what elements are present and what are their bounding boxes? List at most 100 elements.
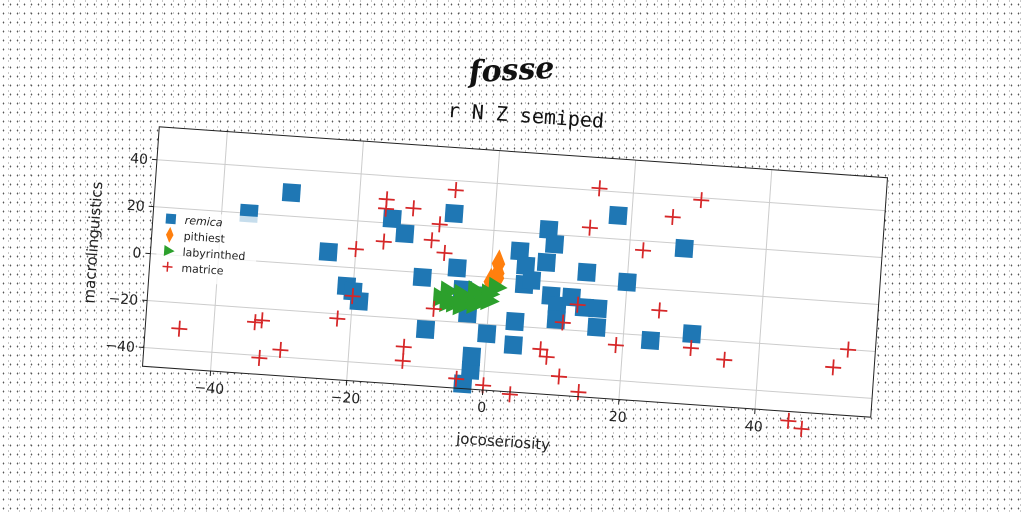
y-gridline (150, 253, 879, 306)
point-remica (461, 346, 482, 366)
point-matrice (347, 241, 364, 258)
point-matrice (253, 312, 271, 329)
point-remica (510, 241, 530, 261)
point-remica (318, 242, 338, 262)
point-labyrinthed (466, 294, 486, 314)
x-gridline (754, 169, 773, 410)
y-tick-label: −20 (108, 291, 139, 309)
point-matrice (448, 370, 465, 387)
point-remica (521, 270, 542, 290)
point-remica (608, 205, 628, 226)
point-labyrinthed (488, 276, 508, 297)
point-matrice (651, 302, 668, 319)
point-remica (617, 272, 637, 292)
point-remica (395, 224, 415, 244)
point-matrice (405, 200, 422, 217)
point-labyrinthed (480, 290, 500, 311)
point-remica (546, 310, 566, 330)
x-tick-label: −20 (330, 389, 361, 407)
point-labyrinthed (439, 292, 459, 312)
point-labyrinthed (452, 295, 473, 316)
y-gridline (153, 206, 882, 259)
point-matrice (634, 242, 652, 259)
x-tick-label: −40 (194, 380, 225, 398)
point-remica (516, 256, 536, 276)
y-gridline (143, 346, 873, 399)
point-matrice (693, 192, 710, 209)
point-matrice (447, 181, 464, 199)
point-remica (382, 208, 402, 229)
y-tick-label: 40 (130, 151, 149, 168)
legend-label-labyrinthed: labyrinthed (182, 246, 246, 263)
series-matrice (171, 180, 857, 437)
point-matrice (793, 420, 810, 437)
point-matrice (378, 200, 395, 217)
chart-title: r N Z semiped (447, 98, 605, 133)
point-remica (412, 267, 432, 287)
series-labyrinthed (432, 276, 508, 316)
y-axis-label: macrolinguistics (80, 181, 106, 304)
point-remica (505, 311, 525, 332)
point-matrice (171, 320, 188, 337)
point-remica (674, 238, 694, 259)
point-remica (544, 234, 565, 254)
legend-marker-pithiest (166, 226, 174, 243)
point-matrice (664, 208, 681, 226)
point-matrice (423, 232, 440, 249)
tick-labels: −40 −20 0 20 40 −40 −20 0 20 40 (105, 151, 763, 436)
point-matrice (375, 233, 392, 250)
point-matrice (825, 359, 842, 376)
legend-label-matrice: matrice (181, 262, 224, 278)
point-remica (682, 324, 702, 344)
point-remica (415, 319, 436, 340)
point-remica (640, 330, 661, 351)
plot-area: −40 −20 0 20 40 −40 −20 0 20 40 r N Z semiped joc… (80, 98, 889, 454)
chart-suptitle: fosse (466, 51, 555, 91)
point-matrice (251, 349, 268, 366)
y-tick-label: −40 (105, 338, 136, 356)
point-matrice (591, 180, 608, 197)
point-matrice (554, 314, 571, 331)
legend-marker-labyrinthed (163, 244, 175, 256)
y-gridline (156, 159, 886, 212)
x-tick-label: 0 (477, 400, 487, 417)
point-matrice (425, 300, 442, 317)
point-remica (536, 252, 557, 273)
point-matrice (431, 216, 448, 233)
legend-marker-remica (165, 213, 177, 225)
point-matrice (344, 287, 361, 305)
point-matrice (501, 386, 518, 403)
point-matrice (550, 368, 568, 385)
point-remica (503, 335, 523, 355)
point-remica (539, 219, 559, 240)
point-matrice (532, 341, 549, 358)
point-matrice (538, 348, 555, 365)
point-remica (577, 262, 597, 282)
y-tick-label: 20 (126, 198, 145, 215)
plot-frame (141, 126, 889, 418)
x-tick-label: 40 (744, 418, 763, 435)
y-tick-label: 0 (132, 245, 142, 262)
legend-label-pithiest: pithiest (183, 230, 226, 246)
point-remica (477, 324, 497, 344)
point-matrice (272, 341, 289, 358)
point-matrice (570, 383, 587, 401)
point-matrice (682, 339, 699, 357)
point-matrice (394, 352, 411, 369)
point-remica (587, 317, 607, 337)
point-matrice (607, 337, 624, 354)
legend-box (154, 210, 260, 287)
point-matrice (581, 219, 598, 236)
point-matrice (246, 314, 264, 331)
x-gridline (346, 141, 364, 381)
point-matrice (780, 412, 797, 429)
point-matrice (436, 244, 453, 261)
point-matrice (329, 310, 346, 327)
x-axis-label: jocoseriosity (455, 429, 551, 454)
point-remica (444, 203, 464, 224)
point-matrice (716, 351, 733, 368)
legend-label-remica: remica (184, 214, 223, 230)
point-matrice (569, 296, 586, 313)
